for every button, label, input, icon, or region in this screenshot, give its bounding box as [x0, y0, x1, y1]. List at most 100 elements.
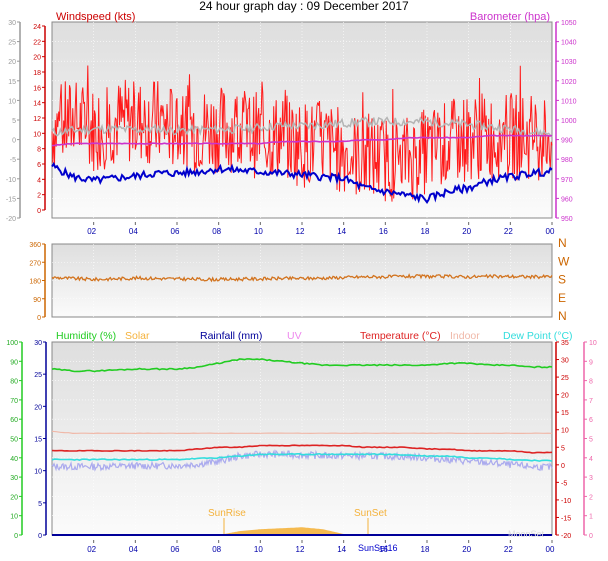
- y-tick-label: 5: [38, 501, 42, 508]
- legend-label: Temperature (°C): [360, 330, 441, 342]
- y-tick-label: 1010: [561, 98, 577, 105]
- y-tick-label: 14: [33, 101, 41, 108]
- x-tick-label: 20: [462, 545, 471, 554]
- x-tick-label: 14: [337, 545, 346, 554]
- x-tick-label: 12: [296, 227, 305, 236]
- y-tick-label: 10: [561, 428, 569, 435]
- y-tick-label: 25: [8, 40, 16, 47]
- y-tick-label: 90: [33, 297, 41, 304]
- y-tick-label: 970: [561, 177, 573, 184]
- y-tick-label: 8: [37, 147, 41, 154]
- y-tick-label: 10: [34, 469, 42, 476]
- y-tick-label: 40: [10, 456, 18, 463]
- y-tick-label: 8: [589, 379, 593, 386]
- y-tick-label: 5: [561, 445, 565, 452]
- y-tick-label: 20: [34, 404, 42, 411]
- x-tick-label: 16: [379, 227, 388, 236]
- y-tick-label: 50: [10, 437, 18, 444]
- y-tick-label: 15: [8, 79, 16, 86]
- y-tick-label: 180: [29, 279, 41, 286]
- y-tick-label: 10: [33, 131, 41, 138]
- y-tick-label: 0: [589, 533, 593, 540]
- y-tick-label: 1000: [561, 118, 577, 125]
- y-tick-label: 20: [33, 55, 41, 62]
- y-tick-label: 10: [8, 98, 16, 105]
- y-tick-label: 360: [29, 242, 41, 249]
- legend-label: UV: [287, 330, 302, 342]
- sunset-label: SunSet: [354, 508, 387, 519]
- x-tick-label: 00: [546, 545, 555, 554]
- compass-label: N: [558, 309, 567, 323]
- y-tick-label: 30: [561, 358, 569, 365]
- y-tick-label: 4: [589, 456, 593, 463]
- y-tick-label: -15: [6, 196, 16, 203]
- y-tick-label: 960: [561, 196, 573, 203]
- y-tick-label: -15: [561, 515, 571, 522]
- x-tick-label: 12: [296, 545, 305, 554]
- left-outer-axis: 30 25 20 15 10 5 0 -5 -10 -15 -20: [6, 20, 21, 223]
- y-tick-label: 0: [14, 533, 18, 540]
- y-tick-label: 25: [561, 375, 569, 382]
- y-tick-label: 22: [33, 39, 41, 46]
- dewpoint-series: [51, 452, 553, 462]
- x-tick-label: 08: [212, 227, 221, 236]
- y-tick-label: 6: [37, 162, 41, 169]
- x-tick-label: 04: [129, 227, 138, 236]
- y-tick-label: 1050: [561, 20, 577, 27]
- y-tick-label: 0: [37, 315, 41, 322]
- y-tick-label: 15: [34, 437, 42, 444]
- windspeed-label: Windspeed (kts): [56, 11, 135, 23]
- legend-label: Solar: [125, 330, 150, 342]
- x-tick-label: 16: [379, 545, 388, 554]
- sunset-time-label: SunSet16: [358, 543, 398, 553]
- x-tick-label: 22: [504, 545, 513, 554]
- x-tick-label: 06: [171, 227, 180, 236]
- x-tick-label: 02: [87, 227, 96, 236]
- x-tick-label: 18: [421, 545, 430, 554]
- y-tick-label: -5: [561, 480, 567, 487]
- y-tick-label: 2: [37, 193, 41, 200]
- y-tick-label: 0: [37, 208, 41, 215]
- y-tick-label: -20: [6, 216, 16, 223]
- x-tick-label: 02: [87, 545, 96, 554]
- y-tick-label: 20: [8, 59, 16, 66]
- legend-label: Indoor: [450, 330, 480, 342]
- y-tick-label: 30: [8, 20, 16, 27]
- y-tick-label: 30: [34, 340, 42, 347]
- y-tick-label: 990: [561, 138, 573, 145]
- y-tick-label: 7: [589, 398, 593, 405]
- y-tick-label: 70: [10, 398, 18, 405]
- y-tick-label: 5: [12, 118, 16, 125]
- y-tick-label: 80: [10, 379, 18, 386]
- temperature-axis: 35 30 25 20 15 10 5 0 -5 -10 -15 -20: [555, 340, 571, 540]
- solar-series: [218, 527, 386, 535]
- wind-x-axis: 02 04 06 08 10 12 14 16 18 20 22 00: [87, 222, 555, 236]
- compass-label: E: [558, 291, 566, 305]
- x-tick-label: 08: [212, 545, 221, 554]
- x-tick-label: 06: [171, 545, 180, 554]
- y-tick-label: 90: [10, 359, 18, 366]
- legend-label: Dew Point (°C): [503, 330, 573, 342]
- x-tick-label: 10: [254, 227, 263, 236]
- y-tick-label: 12: [33, 116, 41, 123]
- x-tick-label: 22: [504, 227, 513, 236]
- moonset-label: MoonSet: [508, 529, 545, 539]
- y-tick-label: 20: [10, 494, 18, 501]
- y-tick-label: 30: [10, 475, 18, 482]
- humidity-series: [51, 358, 553, 373]
- y-tick-label: 10: [10, 514, 18, 521]
- compass-label: W: [558, 254, 570, 268]
- y-tick-label: 60: [10, 417, 18, 424]
- y-tick-label: 0: [38, 533, 42, 540]
- y-tick-label: 100: [6, 340, 18, 347]
- legend-label: Humidity (%): [56, 330, 116, 342]
- y-tick-label: 6: [589, 417, 593, 424]
- y-tick-label: 15: [561, 410, 569, 417]
- compass-label: S: [558, 273, 566, 287]
